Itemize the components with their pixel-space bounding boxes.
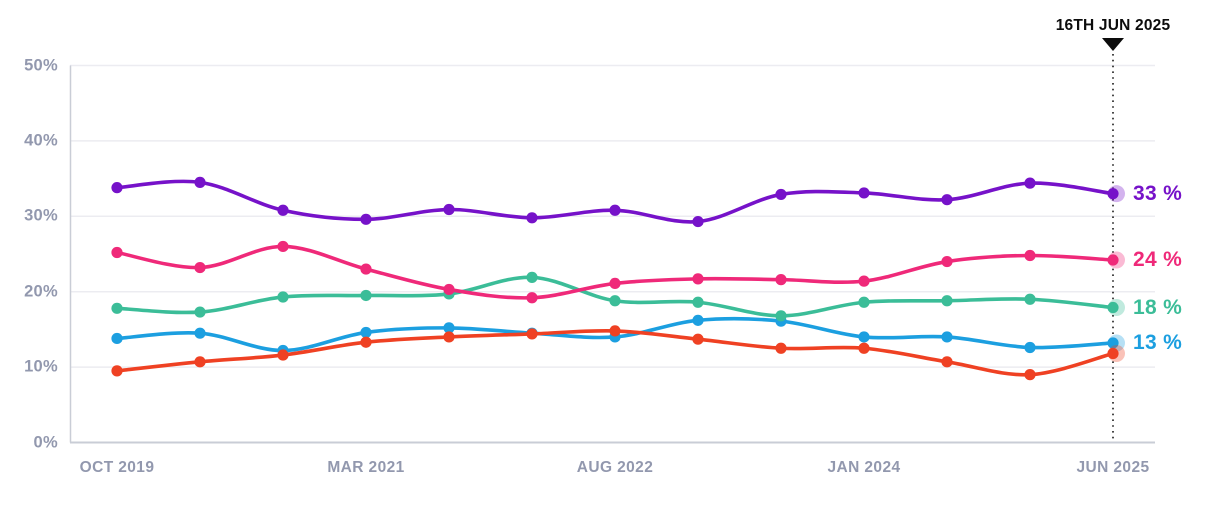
series-point-teal [692,296,704,308]
y-tick-30%: 30% [24,206,58,225]
series-point-pink [111,246,123,259]
series-point-purple [692,215,704,228]
series-point-pink [941,255,953,268]
series-point-purple [194,176,206,188]
series-point-blue [194,327,206,339]
series-point-purple [858,187,870,199]
series-point-red [194,356,206,368]
series-point-purple [941,194,953,206]
series-point-teal [194,306,206,318]
series-point-purple [526,212,538,224]
series-point-red [609,325,621,337]
series-point-teal [1024,293,1036,305]
end-label-teal: 18 % [1133,295,1183,319]
x-tick: AUG 2022 [576,459,654,476]
x-tick: OCT 2019 [79,459,155,476]
series-point-red [858,342,870,354]
series-point-red [443,331,455,343]
series-point-teal [526,271,538,283]
series-point-purple [111,182,123,194]
series-point-blue [360,326,372,339]
series-point-teal [858,296,870,308]
series-point-pink [526,292,538,304]
series-point-red [692,333,704,345]
y-tick-50%: 50% [24,56,58,74]
y-tick-40%: 40% [24,131,58,150]
series-point-red [277,349,289,361]
series-point-teal [360,289,372,302]
series-point-purple [443,203,455,216]
x-tick: JUN 2025 [1076,459,1150,476]
series-point-pink [858,275,870,287]
series-point-pink [692,273,704,285]
series-point-blue [858,331,870,343]
series-point-red [1024,369,1036,381]
series-point-red [775,342,787,354]
series-point-purple [360,213,372,225]
series-point-blue [1024,341,1036,354]
series-point-pink [443,283,455,296]
end-label-purple: 33 % [1133,181,1183,205]
series-point-purple [1024,177,1036,189]
series-point-teal [111,302,123,314]
end-label-blue: 13 % [1133,330,1183,354]
y-tick-10%: 10% [24,357,58,376]
series-point-blue [1107,337,1119,349]
series-point-purple [277,204,289,216]
series-point-red [526,328,538,340]
series-point-blue [941,331,953,343]
series-point-teal [775,310,787,322]
series-point-purple [1107,188,1119,200]
series-point-purple [775,188,787,201]
series-line-pink [115,244,1115,300]
series-point-red [941,356,953,368]
series-point-teal [277,291,289,303]
series-point-red [1107,347,1119,360]
triangle-down-icon [1102,38,1124,51]
series-point-purple [609,204,621,216]
series-point-blue [443,322,455,334]
series-point-blue [111,332,123,345]
y-tick-20%: 20% [24,282,58,301]
x-tick: MAR 2021 [327,459,405,476]
annotation-date-label: 16TH JUN 2025 [1055,17,1171,34]
series-point-pink [360,263,372,275]
series-point-pink [194,261,206,274]
series-point-teal [941,295,953,307]
series-point-pink [277,240,289,253]
series-point-pink [1024,249,1036,262]
x-tick: JAN 2024 [827,459,901,476]
series-point-blue [692,314,704,326]
series-point-pink [1107,254,1119,266]
series-point-red [360,336,372,348]
series-point-teal [609,295,621,307]
y-tick-0%: 0% [33,433,58,451]
series-point-red [111,365,123,377]
series-point-pink [775,274,787,286]
series-point-pink [609,277,621,290]
end-label-pink: 24 % [1133,248,1183,272]
series-point-teal [1107,301,1119,314]
